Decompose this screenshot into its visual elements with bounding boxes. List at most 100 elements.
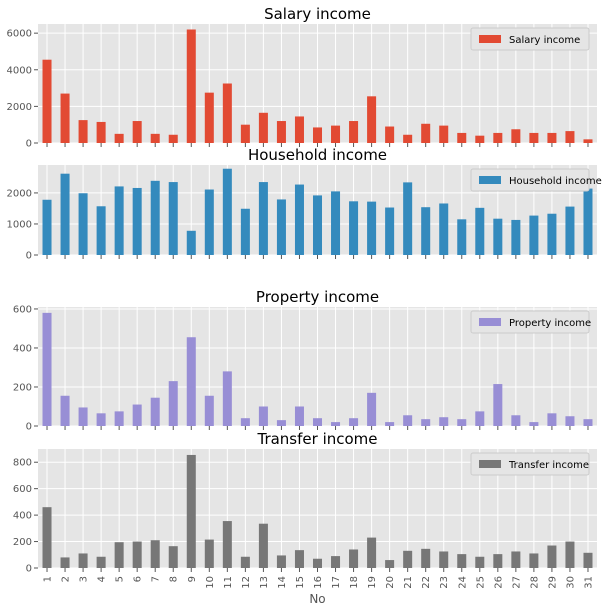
bar-property-income-9 [186, 337, 196, 426]
bar-salary-income-30 [565, 131, 575, 143]
x-tick-label: 13 [259, 576, 270, 589]
bar-household-income-3 [78, 193, 88, 255]
bar-salary-income-22 [421, 123, 431, 143]
bar-salary-income-17 [331, 125, 341, 143]
bar-salary-income-11 [222, 83, 232, 143]
y-tick-label: 2000 [7, 102, 32, 113]
bar-transfer-income-14 [276, 555, 286, 568]
bar-property-income-22 [421, 419, 431, 426]
bar-salary-income-1 [42, 59, 52, 144]
x-tick-label: 16 [313, 576, 324, 589]
bar-household-income-31 [583, 188, 593, 255]
bar-property-income-4 [96, 413, 106, 426]
x-tick-label: 26 [493, 576, 504, 589]
bar-household-income-21 [403, 182, 413, 255]
bar-property-income-29 [547, 413, 557, 426]
x-tick-label: 14 [277, 576, 288, 589]
bar-household-income-17 [331, 191, 341, 255]
bar-transfer-income-11 [222, 521, 232, 568]
y-tick-label: 400 [13, 343, 32, 354]
y-tick-label: 800 [13, 458, 32, 469]
bar-transfer-income-10 [204, 539, 214, 568]
legend-box [470, 452, 590, 476]
x-tick-label: 20 [385, 576, 396, 589]
bar-transfer-income-5 [114, 542, 124, 568]
bar-property-income-14 [276, 420, 286, 426]
bar-property-income-23 [439, 417, 449, 426]
legend-label: Transfer income [508, 460, 589, 471]
bar-transfer-income-29 [547, 545, 557, 568]
bar-salary-income-21 [403, 134, 413, 143]
bar-transfer-income-30 [565, 541, 575, 568]
bar-property-income-27 [511, 415, 521, 426]
legend-label: Salary income [509, 35, 580, 46]
bar-salary-income-19 [367, 96, 377, 143]
bar-property-income-26 [493, 384, 503, 426]
x-tick-label: 18 [349, 576, 360, 589]
bar-transfer-income-19 [367, 537, 377, 568]
x-tick-label: 31 [583, 576, 594, 589]
bar-transfer-income-9 [186, 454, 196, 568]
y-tick-label: 600 [13, 484, 32, 495]
y-tick-label: 600 [13, 304, 32, 315]
y-tick-label: 0 [26, 564, 32, 575]
bar-household-income-4 [96, 206, 106, 255]
bar-transfer-income-12 [240, 556, 250, 568]
bar-property-income-17 [331, 422, 341, 426]
y-tick-label: 0 [26, 139, 32, 150]
bar-household-income-2 [60, 173, 70, 255]
bar-salary-income-14 [276, 121, 286, 143]
bar-property-income-8 [168, 381, 178, 426]
bar-household-income-25 [475, 207, 485, 255]
bar-household-income-22 [421, 207, 431, 255]
bar-salary-income-4 [96, 121, 106, 143]
x-tick-label: 6 [133, 576, 144, 582]
x-tick-label: 7 [151, 576, 162, 582]
bar-salary-income-26 [493, 132, 503, 143]
legend-box [470, 168, 590, 192]
bar-salary-income-20 [385, 126, 395, 143]
bar-salary-income-16 [312, 127, 323, 143]
bar-property-income-19 [367, 392, 377, 426]
bar-transfer-income-25 [475, 556, 485, 568]
x-tick-label: 5 [115, 576, 126, 582]
bar-property-income-28 [529, 422, 539, 426]
bar-household-income-23 [439, 203, 449, 255]
x-tick-label: 9 [187, 576, 198, 582]
bar-household-income-27 [511, 219, 521, 255]
legend-label: Property income [509, 318, 591, 329]
x-tick-label: 2 [61, 576, 72, 582]
x-tick-label: 24 [457, 576, 468, 589]
bar-transfer-income-24 [457, 554, 467, 568]
x-tick-label: 8 [169, 576, 180, 582]
bar-transfer-income-7 [150, 540, 160, 568]
x-tick-label: 27 [511, 576, 522, 589]
bar-property-income-24 [457, 419, 467, 426]
x-tick-label: 23 [439, 576, 450, 589]
bar-household-income-9 [186, 230, 196, 255]
bar-property-income-30 [565, 416, 575, 426]
x-tick-label: 3 [79, 576, 90, 582]
bar-property-income-12 [240, 418, 250, 426]
legend-box [470, 310, 590, 334]
bar-household-income-10 [204, 189, 214, 255]
x-tick-label: 10 [205, 576, 216, 589]
panel-title: Salary income [264, 5, 371, 23]
x-tick-label: 28 [529, 576, 540, 589]
bar-household-income-16 [312, 195, 323, 255]
x-tick-label: 4 [97, 576, 108, 582]
bar-property-income-15 [294, 406, 304, 426]
bar-property-income-11 [222, 371, 232, 426]
bar-household-income-7 [150, 180, 160, 255]
bar-transfer-income-27 [511, 551, 521, 568]
bar-transfer-income-3 [78, 553, 88, 568]
bar-transfer-income-17 [331, 556, 341, 568]
legend-swatch [479, 176, 501, 184]
bar-household-income-6 [132, 187, 142, 255]
bar-salary-income-25 [475, 135, 485, 143]
x-tick-label: 11 [223, 576, 234, 589]
bar-transfer-income-2 [60, 557, 70, 568]
y-tick-label: 0 [26, 422, 32, 433]
bar-household-income-14 [276, 199, 286, 255]
